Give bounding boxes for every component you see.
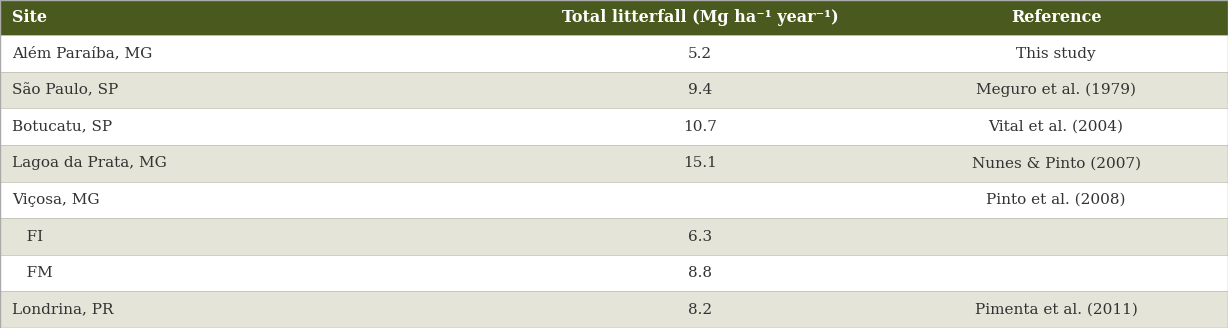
Text: Londrina, PR: Londrina, PR bbox=[12, 303, 114, 317]
Text: 10.7: 10.7 bbox=[683, 120, 717, 134]
Text: Reference: Reference bbox=[1011, 9, 1102, 26]
Text: Nunes & Pinto (2007): Nunes & Pinto (2007) bbox=[971, 156, 1141, 170]
Bar bbox=[0, 182, 1228, 218]
Text: This study: This study bbox=[1017, 47, 1095, 61]
Text: 8.8: 8.8 bbox=[688, 266, 712, 280]
Bar bbox=[0, 35, 1228, 72]
Bar bbox=[0, 145, 1228, 182]
Bar bbox=[0, 72, 1228, 109]
Text: Total litterfall (Mg ha⁻¹ year⁻¹): Total litterfall (Mg ha⁻¹ year⁻¹) bbox=[561, 9, 839, 26]
Bar bbox=[0, 218, 1228, 255]
Text: Lagoa da Prata, MG: Lagoa da Prata, MG bbox=[12, 156, 167, 170]
Text: Pinto et al. (2008): Pinto et al. (2008) bbox=[986, 193, 1126, 207]
Text: Pimenta et al. (2011): Pimenta et al. (2011) bbox=[975, 303, 1137, 317]
Bar bbox=[0, 0, 1228, 35]
Text: Botucatu, SP: Botucatu, SP bbox=[12, 120, 113, 134]
Text: Além Paraíba, MG: Além Paraíba, MG bbox=[12, 47, 152, 61]
Text: Meguro et al. (1979): Meguro et al. (1979) bbox=[976, 83, 1136, 97]
Text: 8.2: 8.2 bbox=[688, 303, 712, 317]
Text: 6.3: 6.3 bbox=[688, 230, 712, 243]
Text: Site: Site bbox=[12, 9, 48, 26]
Bar bbox=[0, 109, 1228, 145]
Text: FM: FM bbox=[12, 266, 53, 280]
Text: São Paulo, SP: São Paulo, SP bbox=[12, 83, 119, 97]
Text: 9.4: 9.4 bbox=[688, 83, 712, 97]
Text: FI: FI bbox=[12, 230, 43, 243]
Text: Vital et al. (2004): Vital et al. (2004) bbox=[989, 120, 1124, 134]
Bar bbox=[0, 255, 1228, 291]
Text: 15.1: 15.1 bbox=[683, 156, 717, 170]
Text: Viçosa, MG: Viçosa, MG bbox=[12, 193, 99, 207]
Text: 5.2: 5.2 bbox=[688, 47, 712, 61]
Bar bbox=[0, 291, 1228, 328]
